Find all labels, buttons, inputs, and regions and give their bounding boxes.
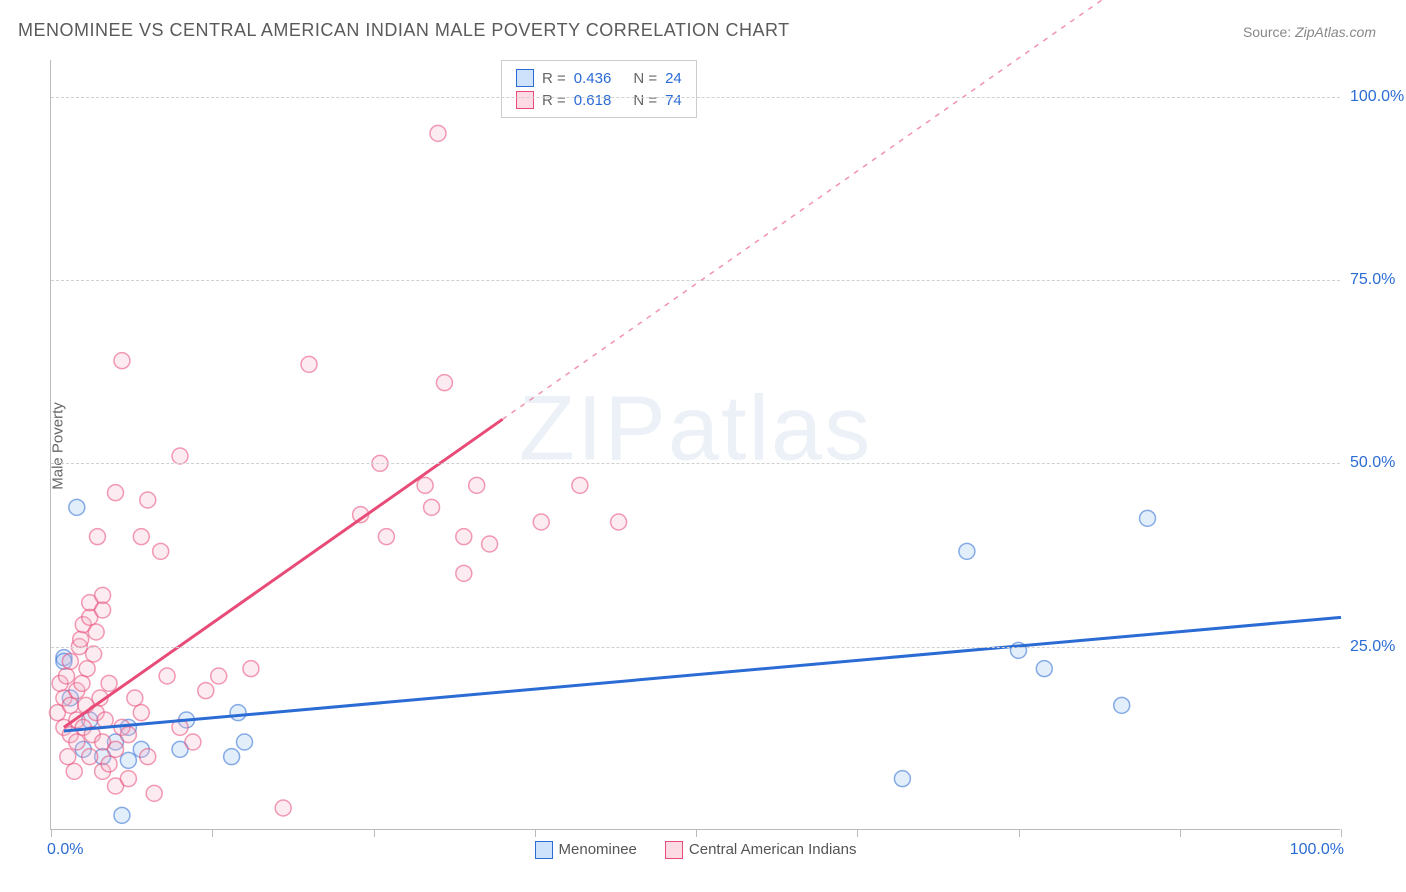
scatter-point [153,543,169,559]
scatter-point [69,499,85,515]
scatter-point [275,800,291,816]
scatter-point [424,499,440,515]
scatter-point [172,448,188,464]
trend-line-extended [503,0,1342,419]
scatter-point [73,631,89,647]
scatter-point [146,785,162,801]
x-axis-min-label: 0.0% [47,841,83,859]
legend-bottom: Menominee Central American Indians [535,841,857,859]
scatter-point [62,697,78,713]
scatter-point [120,727,136,743]
scatter-point [88,624,104,640]
x-tick [1180,829,1181,837]
scatter-point [198,683,214,699]
scatter-point [101,756,117,772]
x-tick [1019,829,1020,837]
scatter-point [894,771,910,787]
scatter-point [430,125,446,141]
scatter-point [1140,510,1156,526]
scatter-point [140,492,156,508]
scatter-point [74,675,90,691]
legend-swatch [665,841,683,859]
gridline [51,97,1340,98]
legend-item: Central American Indians [665,841,857,859]
scatter-point [224,749,240,765]
scatter-point [243,661,259,677]
x-tick [374,829,375,837]
scatter-point [95,602,111,618]
gridline [51,647,1340,648]
scatter-point [611,514,627,530]
scatter-point [66,763,82,779]
scatter-point [127,690,143,706]
scatter-point [86,646,102,662]
scatter-point [133,705,149,721]
source-value: ZipAtlas.com [1295,24,1376,40]
chart-area: ZIPatlas R =0.436N =24R =0.618N =74 0.0%… [50,60,1340,830]
scatter-point [959,543,975,559]
scatter-point [114,807,130,823]
scatter-point [211,668,227,684]
y-tick-label: 100.0% [1350,88,1406,106]
scatter-point [120,771,136,787]
legend-label: Menominee [559,841,637,858]
scatter-point [301,356,317,372]
scatter-point [79,661,95,677]
scatter-point [62,653,78,669]
scatter-point [159,668,175,684]
scatter-point [378,529,394,545]
scatter-point [60,749,76,765]
source-attribution: Source: ZipAtlas.com [1243,24,1376,40]
scatter-point [456,529,472,545]
x-tick [857,829,858,837]
scatter-point [1114,697,1130,713]
scatter-point [82,749,98,765]
scatter-point [572,477,588,493]
scatter-point [469,477,485,493]
scatter-point [108,741,124,757]
source-label: Source: [1243,24,1295,40]
scatter-point [417,477,433,493]
scatter-point [456,565,472,581]
scatter-point [133,529,149,545]
y-tick-label: 75.0% [1350,271,1406,289]
x-tick [535,829,536,837]
scatter-point [140,749,156,765]
scatter-point [114,353,130,369]
legend-swatch [535,841,553,859]
gridline [51,280,1340,281]
x-tick [51,829,52,837]
legend-item: Menominee [535,841,637,859]
y-tick-label: 50.0% [1350,454,1406,472]
scatter-point [101,675,117,691]
x-axis-max-label: 100.0% [1290,841,1344,859]
scatter-point [237,734,253,750]
scatter-point [230,705,246,721]
scatter-point [58,668,74,684]
legend-label: Central American Indians [689,841,857,858]
scatter-point [185,734,201,750]
scatter-point [120,752,136,768]
scatter-point [533,514,549,530]
scatter-point [1036,661,1052,677]
x-tick [212,829,213,837]
scatter-point [95,587,111,603]
scatter-point [436,375,452,391]
scatter-point [482,536,498,552]
scatter-point [108,485,124,501]
scatter-point [89,529,105,545]
y-tick-label: 25.0% [1350,638,1406,656]
x-tick [1341,829,1342,837]
scatter-plot-svg [51,60,1340,829]
gridline [51,463,1340,464]
trend-line [64,419,503,727]
x-tick [696,829,697,837]
chart-title: MENOMINEE VS CENTRAL AMERICAN INDIAN MAL… [18,20,790,41]
scatter-point [69,734,85,750]
